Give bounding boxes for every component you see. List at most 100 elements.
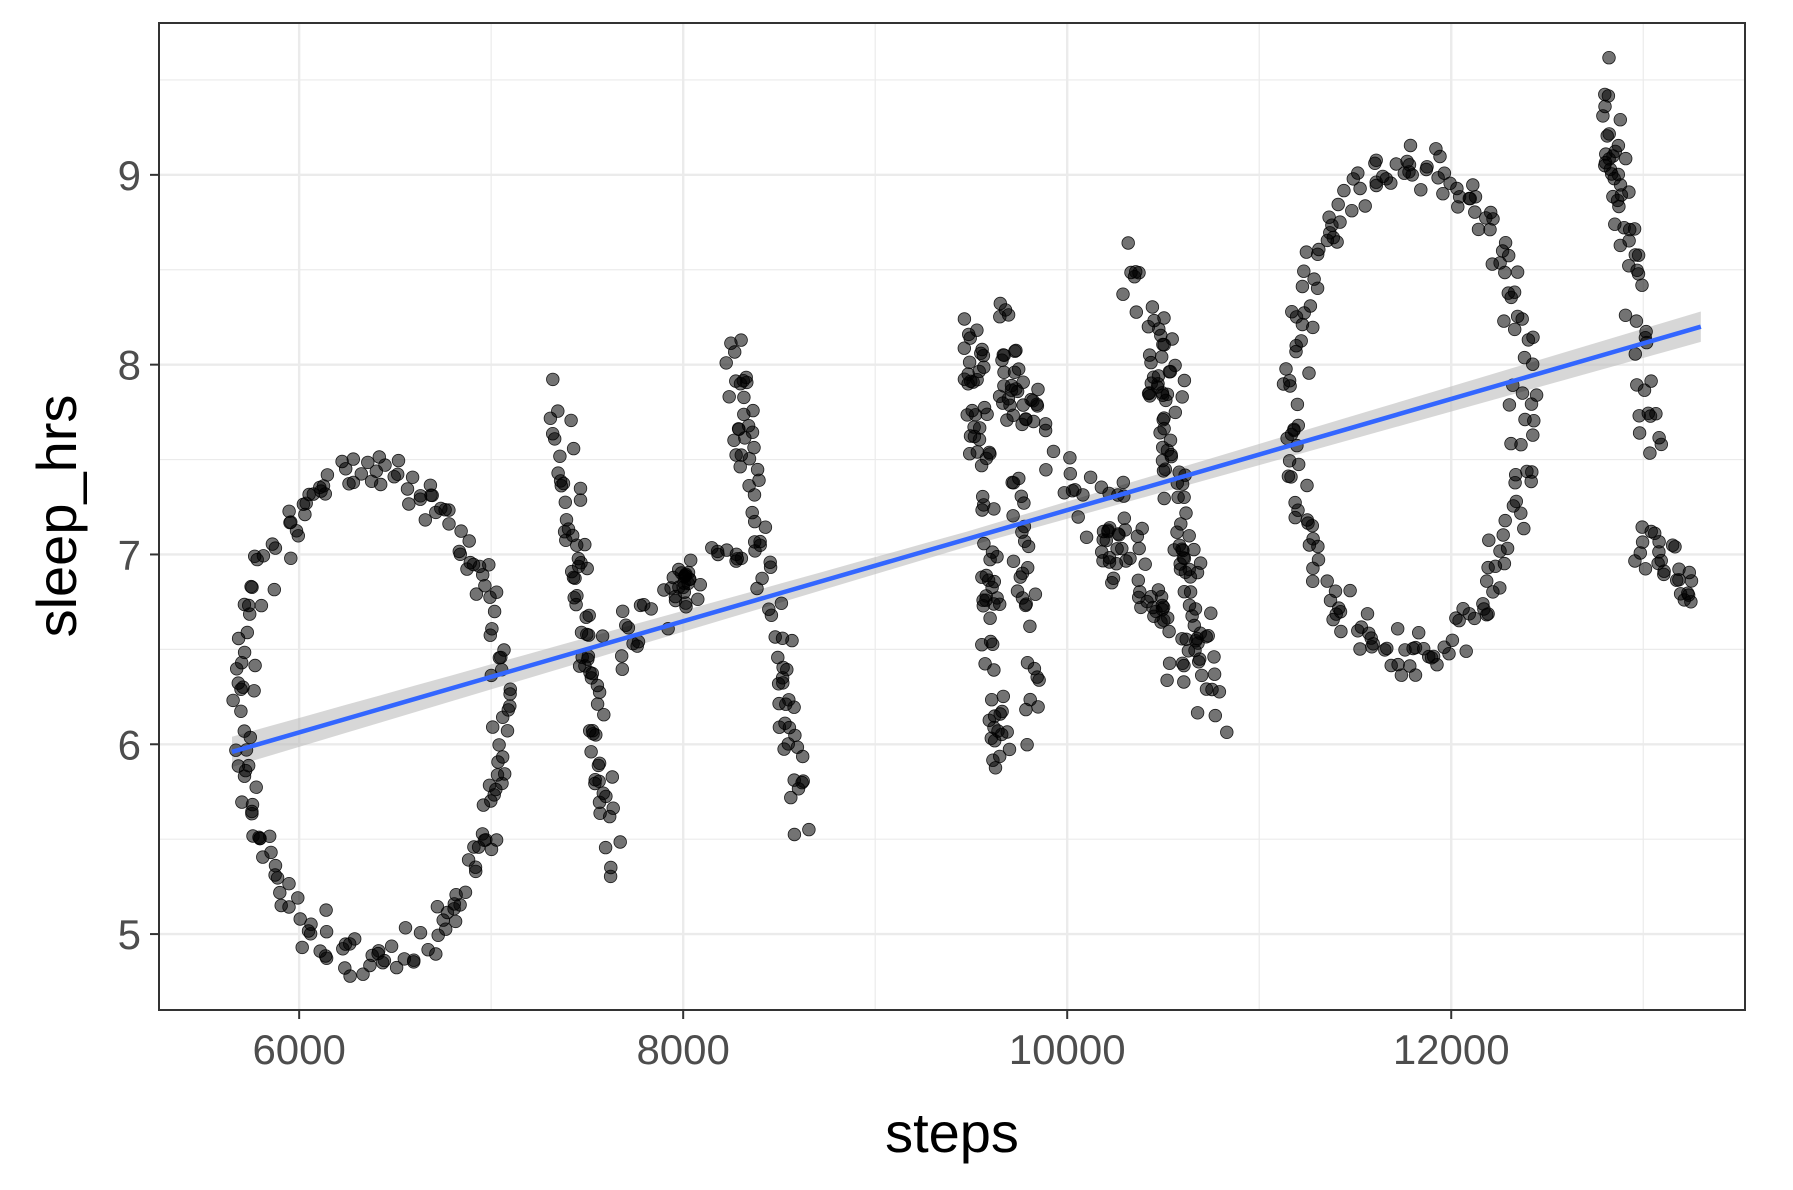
data-point (1466, 178, 1480, 192)
data-point (1020, 738, 1034, 752)
data-point (1414, 183, 1428, 197)
data-point (483, 628, 498, 642)
data-point (1502, 398, 1517, 412)
data-point (1063, 467, 1078, 481)
data-point (1515, 386, 1530, 400)
data-point (1430, 658, 1444, 672)
data-point (981, 573, 996, 587)
data-point (500, 724, 515, 738)
data-point (573, 493, 588, 507)
data-point (1521, 333, 1536, 347)
data-point (384, 939, 399, 953)
data-point (469, 587, 484, 601)
data-point (1179, 506, 1193, 520)
data-point (372, 450, 387, 464)
data-point (1295, 279, 1310, 294)
data-point (1017, 534, 1032, 549)
data-point (1330, 235, 1344, 249)
data-point (1515, 312, 1529, 326)
data-point (1443, 176, 1457, 191)
data-point (1631, 267, 1646, 281)
data-point (1162, 656, 1177, 671)
data-point (558, 495, 573, 510)
data-point (1116, 475, 1131, 490)
data-point (573, 481, 588, 496)
data-point (762, 602, 776, 616)
data-point (1123, 551, 1137, 566)
data-point (1175, 390, 1189, 404)
data-point (1300, 513, 1315, 527)
data-point (1110, 542, 1124, 556)
data-point (1322, 210, 1336, 224)
data-point (462, 534, 476, 548)
x-tick-label: 8000 (636, 1026, 729, 1073)
data-point (346, 475, 361, 490)
data-point (282, 877, 296, 891)
data-point (1175, 656, 1190, 671)
x-axis: 6000 8000 10000 12000 (252, 1010, 1510, 1073)
data-point (644, 602, 658, 616)
data-point (556, 476, 571, 491)
data-point (1290, 397, 1305, 412)
data-point (264, 845, 278, 860)
data-point (1482, 533, 1496, 547)
data-point (304, 917, 318, 931)
data-point (1643, 446, 1657, 460)
data-point (1006, 476, 1021, 490)
data-point (747, 488, 762, 502)
x-tick-label: 12000 (1393, 1026, 1510, 1073)
data-point (1172, 538, 1187, 553)
data-point (1333, 605, 1348, 619)
data-point (1479, 574, 1494, 588)
data-point (1672, 573, 1686, 587)
data-point (790, 740, 805, 754)
data-point (1168, 405, 1183, 420)
data-point (1305, 574, 1320, 589)
data-point (343, 969, 357, 983)
data-point (247, 684, 261, 698)
data-point (1177, 490, 1191, 505)
data-point (1147, 313, 1161, 328)
x-axis-title: steps (885, 1101, 1019, 1164)
data-point (975, 503, 989, 517)
data-point (1384, 176, 1398, 190)
data-point (1299, 245, 1314, 259)
data-point (487, 604, 502, 619)
data-point (291, 529, 306, 543)
data-point (1311, 539, 1325, 554)
data-point (1498, 235, 1513, 250)
data-point (454, 524, 468, 538)
data-point (1420, 160, 1434, 174)
data-point (1649, 407, 1663, 421)
data-point (268, 868, 282, 882)
data-point (1635, 278, 1649, 292)
data-point (1657, 567, 1671, 582)
data-point (492, 738, 506, 752)
data-point (1004, 383, 1019, 397)
data-point (1462, 191, 1477, 206)
data-point (1118, 523, 1132, 537)
data-point (402, 497, 416, 511)
data-point (1343, 583, 1357, 598)
data-point (588, 776, 602, 791)
data-point (963, 331, 977, 345)
data-point (1471, 222, 1486, 237)
data-point (1017, 496, 1031, 510)
data-point (740, 375, 754, 390)
y-tick-label: 7 (118, 531, 141, 578)
data-point (489, 833, 504, 847)
data-point (1131, 590, 1146, 605)
data-point (1193, 556, 1208, 570)
data-point (976, 593, 990, 607)
data-point (1500, 541, 1515, 556)
data-point (1436, 186, 1450, 201)
data-point (405, 470, 420, 485)
data-point (1459, 644, 1473, 658)
data-point (802, 822, 816, 837)
data-point (1130, 529, 1145, 543)
data-point (503, 682, 518, 696)
data-point (1158, 462, 1173, 476)
data-point (1009, 343, 1023, 358)
data-point (1183, 570, 1198, 584)
data-point (374, 477, 388, 492)
